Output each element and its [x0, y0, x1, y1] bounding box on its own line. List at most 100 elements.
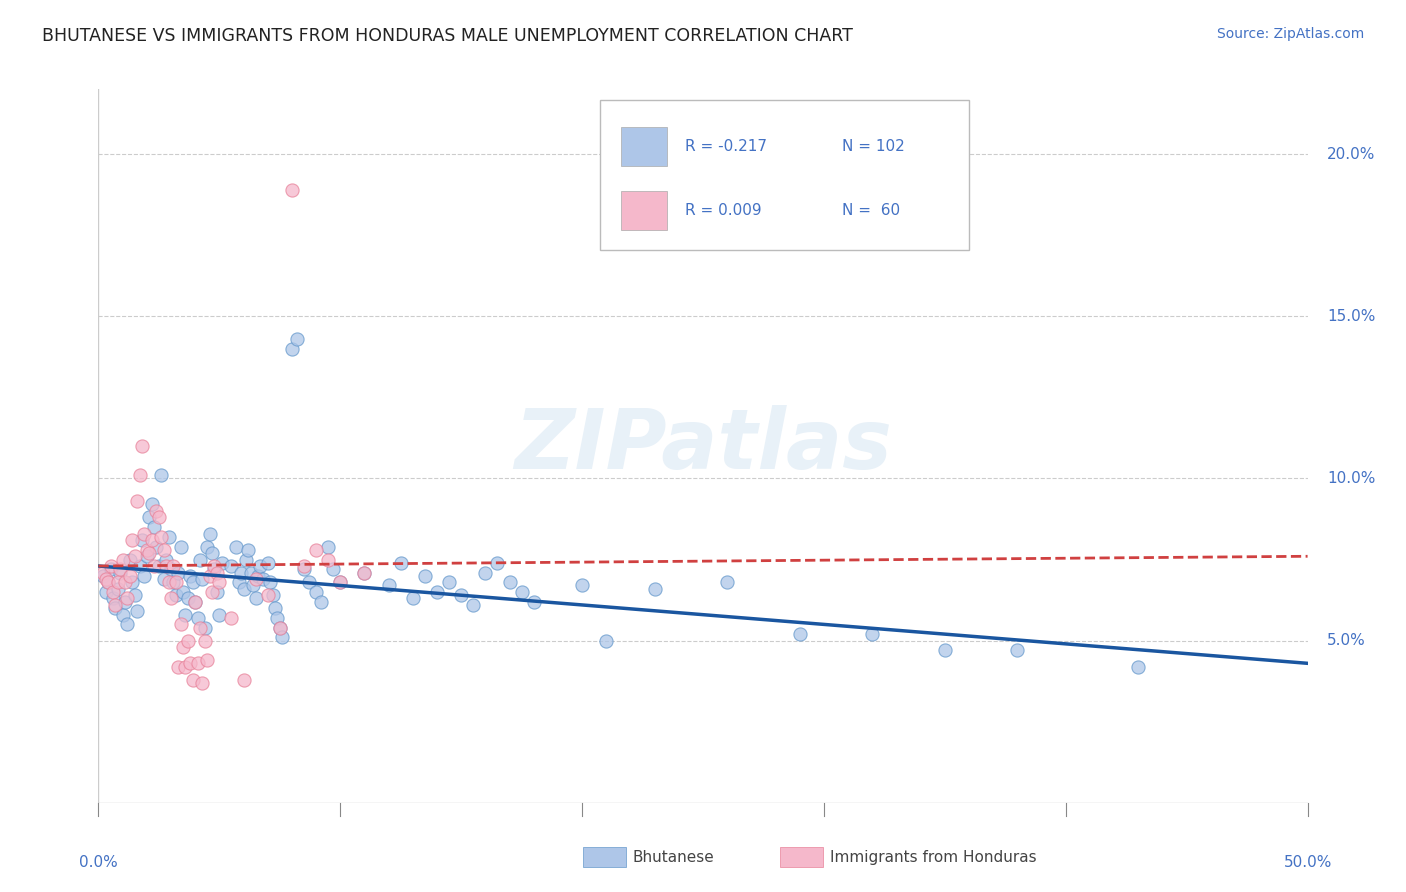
- Point: [104, 601, 127, 615]
- Point: [463, 598, 485, 612]
- Point: [201, 546, 224, 560]
- Point: [238, 542, 260, 557]
- Point: [204, 562, 226, 576]
- Point: [450, 588, 472, 602]
- Text: 15.0%: 15.0%: [1327, 309, 1375, 324]
- Point: [160, 591, 183, 606]
- Point: [131, 439, 153, 453]
- Point: [162, 575, 184, 590]
- Point: [167, 566, 190, 580]
- Point: [135, 542, 157, 557]
- Point: [124, 588, 146, 602]
- Point: [138, 546, 160, 560]
- Point: [118, 568, 141, 582]
- Text: 20.0%: 20.0%: [1327, 146, 1375, 161]
- Point: [187, 657, 209, 671]
- Point: [271, 631, 294, 645]
- Point: [232, 582, 254, 596]
- Point: [249, 559, 271, 574]
- Point: [486, 556, 509, 570]
- Point: [245, 591, 267, 606]
- Point: [174, 607, 197, 622]
- Point: [127, 494, 149, 508]
- Point: [292, 562, 315, 576]
- Point: [789, 627, 811, 641]
- Point: [298, 575, 321, 590]
- Point: [264, 601, 287, 615]
- Point: [108, 562, 131, 576]
- Point: [316, 552, 339, 566]
- Point: [208, 575, 231, 590]
- Point: [117, 617, 139, 632]
- Point: [97, 575, 120, 590]
- Point: [94, 572, 117, 586]
- Point: [188, 552, 211, 566]
- Point: [228, 575, 250, 590]
- Point: [195, 653, 218, 667]
- Point: [305, 585, 328, 599]
- Point: [107, 575, 129, 590]
- Point: [221, 559, 243, 574]
- Point: [247, 568, 270, 582]
- Point: [329, 575, 352, 590]
- Point: [128, 468, 150, 483]
- Point: [329, 575, 352, 590]
- Point: [121, 533, 143, 547]
- Point: [198, 526, 221, 541]
- Point: [117, 591, 139, 606]
- Point: [309, 595, 332, 609]
- Text: R = 0.009: R = 0.009: [685, 203, 762, 218]
- Point: [152, 542, 174, 557]
- Point: [204, 559, 226, 574]
- Point: [100, 562, 122, 576]
- Point: [165, 575, 187, 590]
- Point: [134, 526, 156, 541]
- Point: [426, 585, 449, 599]
- Point: [644, 582, 666, 596]
- Point: [181, 575, 204, 590]
- Point: [184, 595, 207, 609]
- Point: [101, 591, 124, 606]
- Point: [305, 542, 328, 557]
- Point: [229, 566, 252, 580]
- Point: [91, 568, 114, 582]
- Point: [177, 591, 200, 606]
- Point: [143, 559, 166, 574]
- Point: [138, 510, 160, 524]
- Point: [179, 568, 201, 582]
- Point: [353, 566, 375, 580]
- Point: [131, 533, 153, 547]
- Point: [1128, 659, 1150, 673]
- Point: [716, 575, 738, 590]
- Text: Bhutanese: Bhutanese: [633, 850, 714, 864]
- Point: [281, 183, 304, 197]
- Point: [172, 585, 194, 599]
- Point: [208, 607, 231, 622]
- Point: [316, 540, 339, 554]
- Point: [181, 673, 204, 687]
- Point: [174, 659, 197, 673]
- Point: [437, 575, 460, 590]
- Point: [201, 585, 224, 599]
- Point: [389, 556, 412, 570]
- Point: [510, 585, 533, 599]
- Point: [498, 575, 520, 590]
- Text: N =  60: N = 60: [842, 203, 900, 218]
- FancyBboxPatch shape: [621, 191, 666, 230]
- Point: [169, 617, 191, 632]
- Point: [188, 621, 211, 635]
- Point: [124, 549, 146, 564]
- Point: [150, 468, 173, 483]
- Point: [145, 540, 167, 554]
- Point: [160, 562, 183, 576]
- Point: [281, 342, 304, 356]
- Point: [523, 595, 546, 609]
- Point: [94, 585, 117, 599]
- Point: [266, 611, 288, 625]
- Point: [121, 575, 143, 590]
- Point: [141, 497, 163, 511]
- Point: [104, 598, 127, 612]
- Point: [262, 588, 284, 602]
- Point: [191, 572, 214, 586]
- Point: [195, 540, 218, 554]
